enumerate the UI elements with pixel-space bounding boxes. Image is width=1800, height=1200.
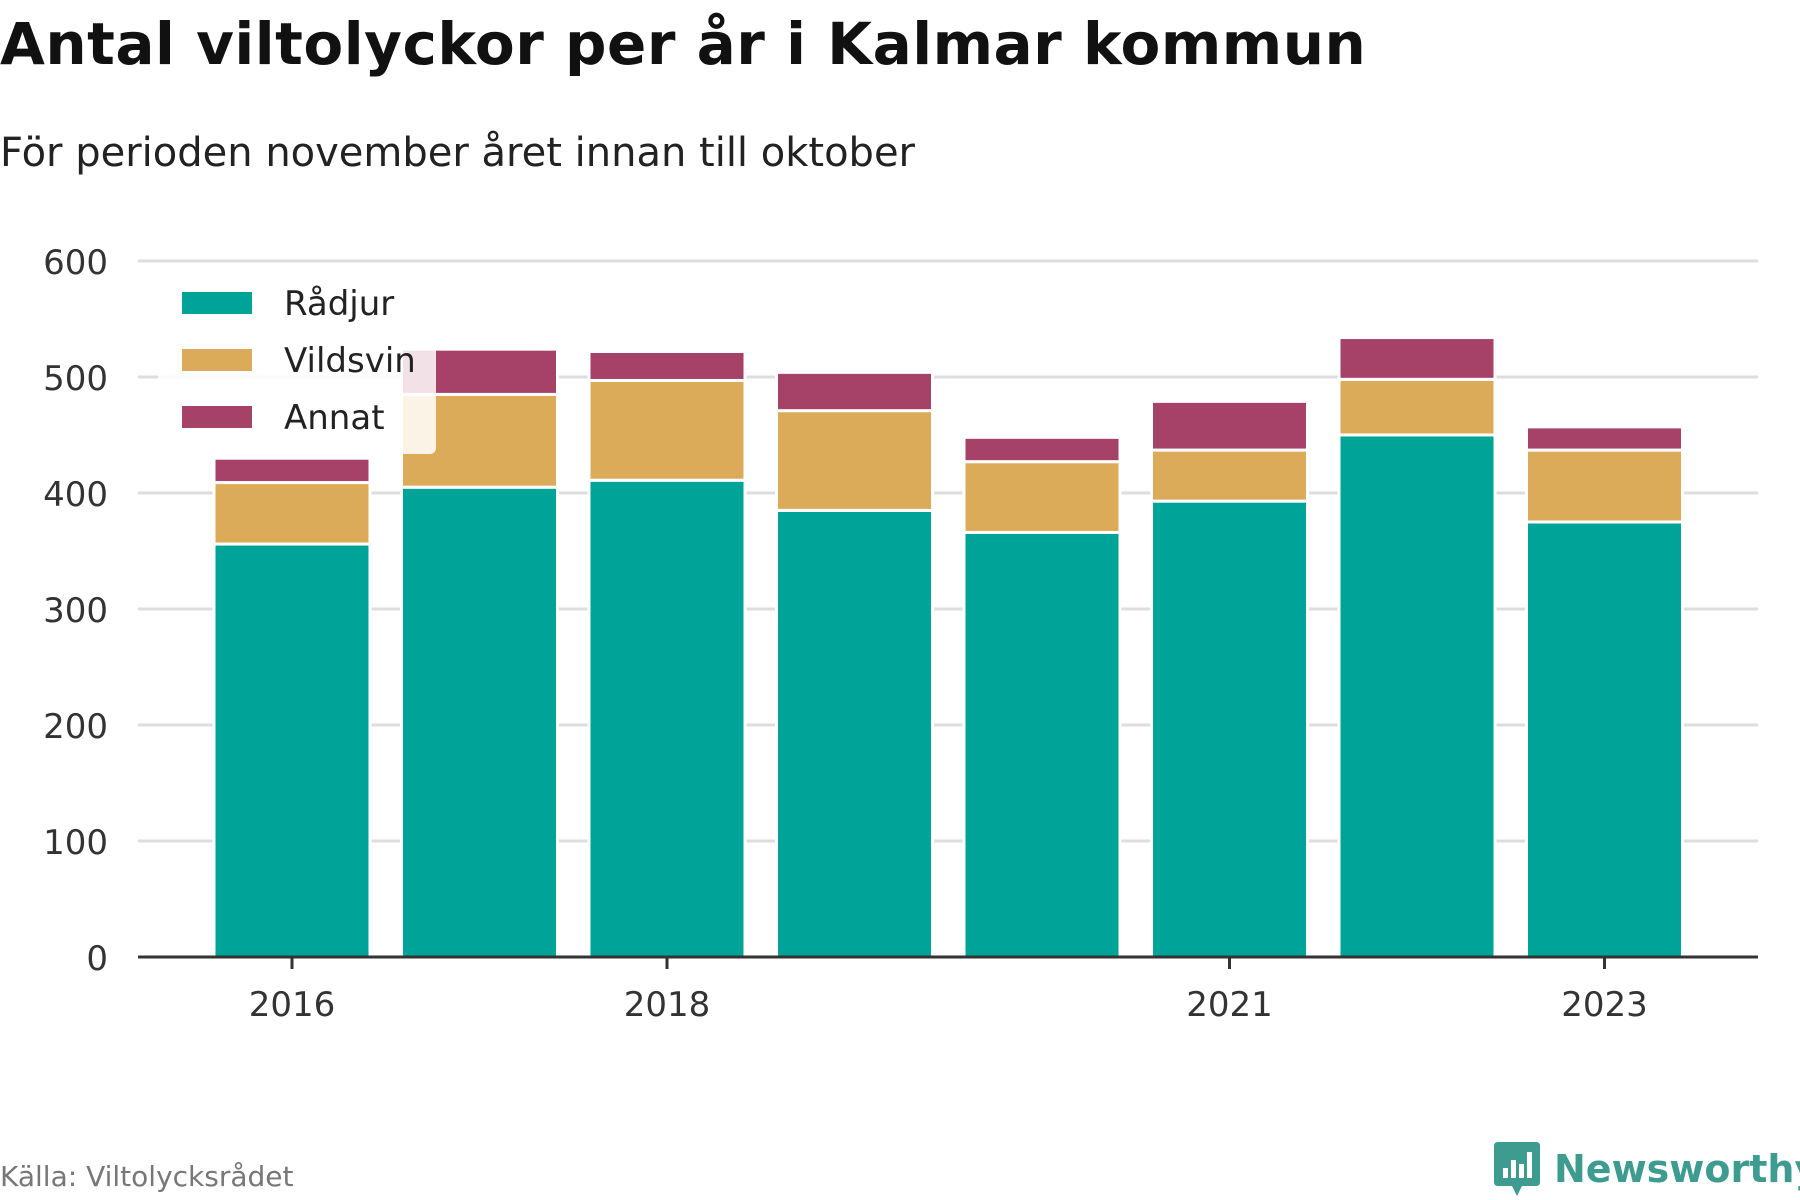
legend-swatch	[182, 292, 252, 314]
legend-swatch	[182, 349, 252, 371]
bar-2023-radjur	[1525, 520, 1684, 959]
y-tick-label: 0	[86, 939, 108, 979]
bar-2018-vildsvin	[587, 378, 747, 482]
x-tick-label: 2023	[1561, 985, 1648, 1025]
legend-label: Annat	[284, 398, 385, 438]
bar-2016-annat	[212, 456, 372, 485]
bar-2016-vildsvin	[212, 481, 372, 546]
y-tick-label: 400	[43, 475, 108, 515]
bar-2019-radjur	[775, 508, 934, 959]
y-tick-label: 200	[43, 707, 108, 747]
x-tick-label: 2021	[1186, 985, 1273, 1025]
x-tick-label: 2016	[249, 985, 336, 1025]
legend-label: Vildsvin	[284, 341, 416, 381]
bar-2018-annat	[587, 349, 747, 382]
source-note: Källa: Viltolycksrådet	[0, 1160, 294, 1193]
bars	[212, 336, 1684, 959]
bar-2023-vildsvin	[1525, 448, 1684, 524]
bar-2021-vildsvin	[1150, 448, 1309, 503]
bar-2019-vildsvin	[775, 409, 934, 512]
bar-2019-annat	[775, 370, 934, 413]
bar-2020-annat	[962, 435, 1122, 464]
chart-title: Antal viltolyckor per år i Kalmar kommun	[0, 10, 1367, 78]
bar-2016-radjur	[212, 542, 372, 959]
bar-2023-annat	[1525, 425, 1684, 452]
bar-2022-radjur	[1337, 433, 1497, 959]
y-tick-label: 100	[43, 823, 108, 863]
bar-2022-annat	[1337, 336, 1497, 381]
bar-2017-radjur	[400, 485, 559, 959]
x-tick-label: 2018	[624, 985, 711, 1025]
bar-2022-vildsvin	[1337, 377, 1497, 437]
bar-2018-radjur	[587, 478, 747, 959]
bar-2020-vildsvin	[962, 460, 1122, 534]
bar-2021-radjur	[1150, 499, 1309, 959]
axes: 0 100 200 300 400 500 600 2016 2018 2021 2023	[43, 243, 1758, 1025]
bar-2020-radjur	[962, 530, 1122, 959]
legend: Rådjur Vildsvin Annat	[158, 272, 436, 454]
newsworthy-logo-icon	[1494, 1142, 1540, 1196]
y-tick-label: 300	[43, 591, 108, 631]
y-tick-label: 500	[43, 359, 108, 399]
legend-swatch	[182, 406, 252, 428]
y-tick-label: 600	[43, 243, 108, 283]
bar-2021-annat	[1150, 399, 1309, 452]
legend-label: Rådjur	[284, 284, 394, 324]
chart-subtitle: För perioden november året innan till ok…	[0, 130, 915, 176]
newsworthy-logo[interactable]: Newsworthy	[1492, 1138, 1800, 1200]
brand-name: Newsworthy	[1554, 1147, 1800, 1191]
